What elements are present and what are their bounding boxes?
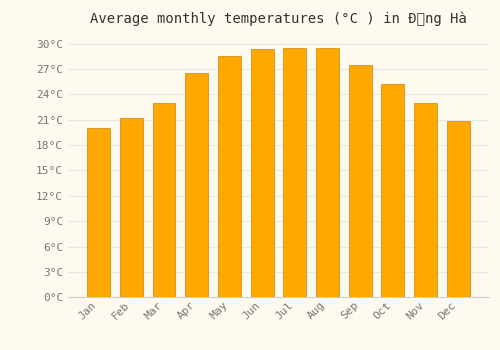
Bar bbox=[382, 84, 404, 297]
Bar bbox=[284, 48, 306, 297]
Title: Average monthly temperatures (°C ) in Đồng Hà: Average monthly temperatures (°C ) in Đồ… bbox=[90, 11, 467, 26]
Bar bbox=[152, 103, 176, 297]
Bar bbox=[447, 121, 470, 297]
Bar bbox=[348, 65, 372, 297]
Bar bbox=[414, 103, 437, 297]
Bar bbox=[250, 49, 274, 297]
Bar bbox=[87, 128, 110, 297]
Bar bbox=[120, 118, 142, 297]
Bar bbox=[185, 73, 208, 297]
Bar bbox=[316, 48, 339, 297]
Bar bbox=[218, 56, 241, 297]
